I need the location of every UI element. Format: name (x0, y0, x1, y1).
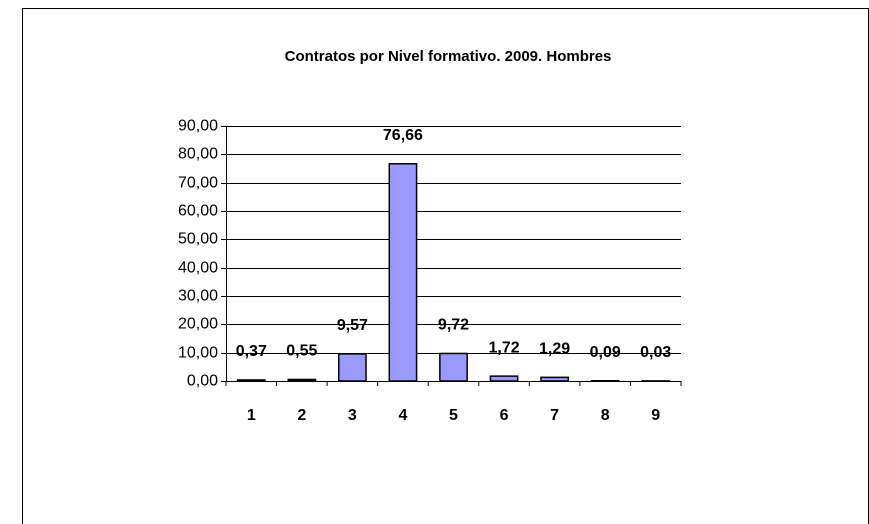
x-tick-label: 2 (297, 407, 306, 424)
value-label: 1,29 (539, 341, 570, 358)
value-label: 0,03 (640, 344, 671, 361)
y-tick-label: 50,00 (178, 231, 218, 248)
x-tick-label: 7 (550, 407, 559, 424)
chart-border (22, 8, 869, 524)
y-tick-label: 40,00 (178, 260, 218, 277)
y-tick-label: 30,00 (178, 288, 218, 305)
value-label: 0,55 (286, 343, 317, 360)
x-tick-label: 4 (398, 407, 407, 424)
x-tick-label: 9 (651, 407, 660, 424)
bar (337, 353, 367, 382)
value-label: 0,37 (236, 343, 267, 360)
value-label: 9,57 (337, 317, 368, 334)
x-tick-label: 5 (449, 407, 458, 424)
value-label: 0,09 (590, 344, 621, 361)
y-tick-label: 70,00 (178, 175, 218, 192)
x-tick-label: 6 (500, 407, 509, 424)
value-label: 1,72 (488, 339, 519, 356)
bar (540, 376, 570, 382)
bar (489, 375, 519, 382)
bar (236, 379, 266, 382)
x-tick-label: 3 (348, 407, 357, 424)
bar (287, 378, 317, 382)
x-tick-label: 8 (601, 407, 610, 424)
bar (388, 163, 418, 382)
y-tick-label: 90,00 (178, 118, 218, 135)
y-tick-label: 10,00 (178, 345, 218, 362)
x-tick-label: 1 (247, 407, 256, 424)
y-tick-label: 80,00 (178, 146, 218, 163)
y-tick-label: 60,00 (178, 203, 218, 220)
y-tick-label: 0,00 (187, 373, 218, 390)
chart-title: Contratos por Nivel formativo. 2009. Hom… (285, 48, 612, 65)
y-tick-label: 20,00 (178, 316, 218, 333)
value-label: 9,72 (438, 317, 469, 334)
bar (439, 352, 468, 382)
value-label: 76,66 (383, 127, 423, 144)
